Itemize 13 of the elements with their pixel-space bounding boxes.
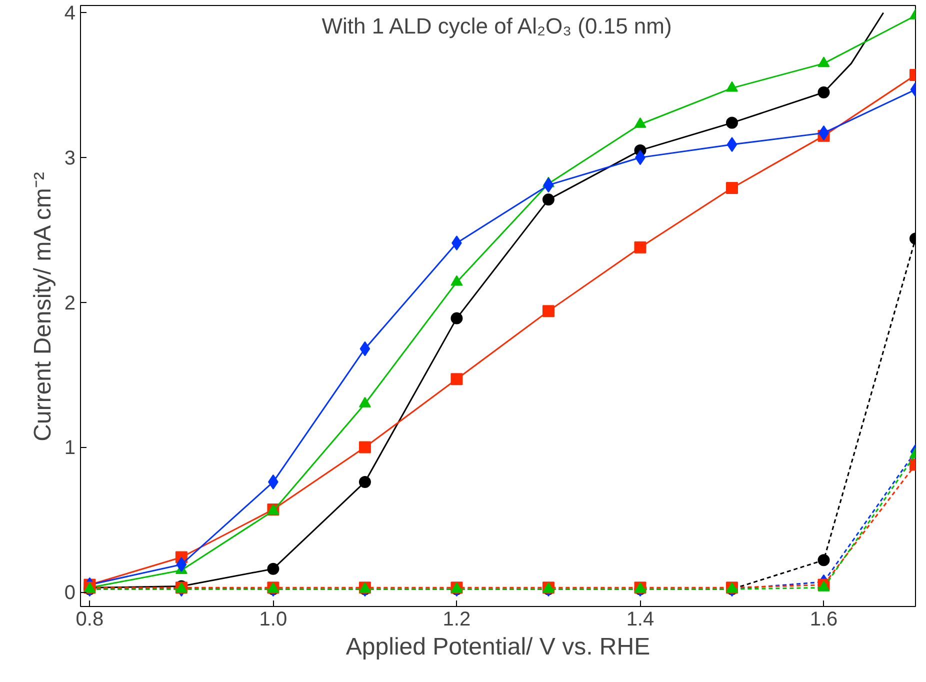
y-tick-label: 3 [64,148,76,170]
y-tick-label: 0 [64,582,76,604]
y-axis-title: Current Density/ mA cm⁻² [29,172,56,442]
y-tick-label: 4 [64,2,76,25]
x-tick-label: 1.6 [810,608,838,630]
x-tick-label: 1.2 [442,608,471,630]
x-tick-label: 0.8 [76,608,104,630]
y-tick-label: 2 [64,292,76,314]
x-tick-label: 1.4 [626,608,654,630]
y-tick-label: 1 [64,437,76,460]
chart-title: With 1 ALD cycle of Al₂O₃ (0.15 nm) [322,14,672,38]
x-tick-label: 1.0 [259,608,288,630]
x-axis-title: Applied Potential/ V vs. RHE [346,634,650,660]
